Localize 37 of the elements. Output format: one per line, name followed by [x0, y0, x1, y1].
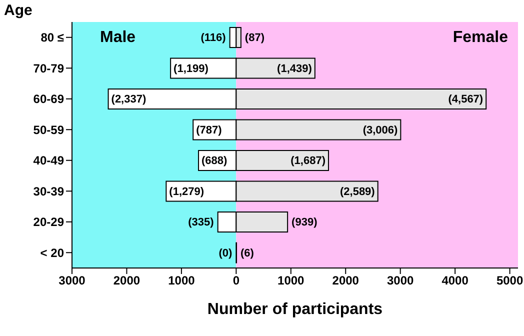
y-axis-title: Age [4, 2, 32, 19]
y-tick-label: 40-49 [33, 154, 64, 168]
band-label: Female [452, 29, 508, 46]
y-tick-label: 30-39 [33, 184, 64, 198]
data-label: (116) [200, 32, 226, 44]
data-label: (87) [244, 32, 265, 44]
y-tick-label: 70-79 [33, 61, 64, 76]
y-tick-label: < 20 [40, 246, 64, 260]
y-tick-label: 80 ≤ [40, 30, 64, 45]
x-tick-label: 5000 [496, 274, 524, 288]
data-label: (1,687) [290, 155, 326, 168]
data-label: (1,279) [169, 186, 204, 198]
data-label: (1,439) [277, 62, 312, 75]
y-tick-label: 50-59 [33, 122, 64, 137]
x-tick-label: 2000 [332, 274, 360, 288]
data-label: (939) [292, 216, 318, 229]
data-label: (4,567) [448, 94, 484, 106]
x-tick-label: 1000 [168, 274, 196, 288]
data-label: (2,337) [111, 94, 146, 106]
x-tick-label: 0 [232, 274, 240, 288]
x-axis-title: Number of participants [207, 301, 383, 318]
data-label: (6) [240, 247, 254, 260]
data-label: (0) [218, 247, 232, 260]
data-label: (787) [196, 124, 222, 136]
y-tick-label: 60-69 [33, 92, 64, 106]
x-tick-label: 2000 [113, 274, 140, 288]
data-label: (1,199) [174, 62, 209, 75]
data-label: (3,006) [362, 124, 398, 136]
y-tick-label: 20-29 [33, 215, 64, 230]
band-label: Male [100, 29, 136, 46]
x-tick-label: 4000 [442, 274, 469, 288]
data-label: (335) [188, 216, 214, 229]
data-label: (2,589) [340, 186, 376, 198]
data-label: (688) [202, 155, 228, 168]
x-tick-label: 3000 [386, 274, 414, 288]
x-tick-label: 1000 [278, 274, 305, 288]
x-tick-label: 3000 [58, 274, 86, 288]
